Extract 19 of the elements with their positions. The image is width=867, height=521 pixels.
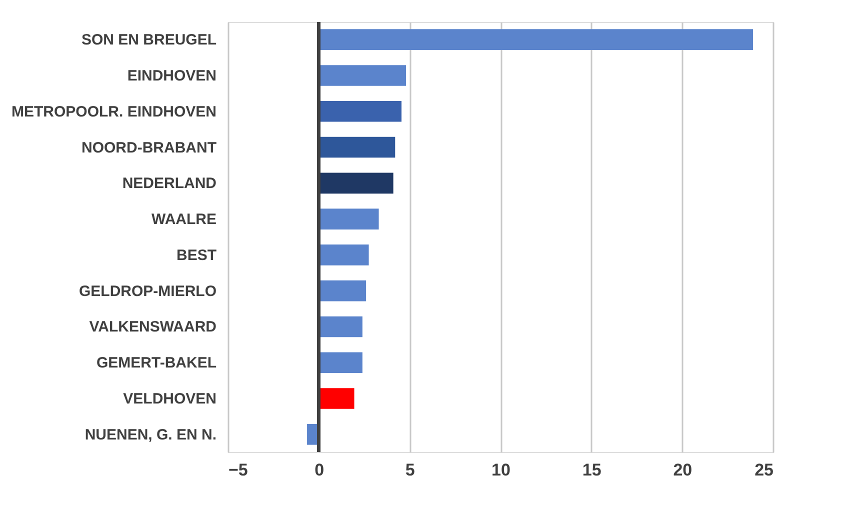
x-tick-label: 0: [314, 460, 324, 480]
x-tick-label: 5: [405, 460, 415, 480]
y-tick-label: NOORD-BRABANT: [82, 139, 216, 156]
y-tick-label: GEMERT-BAKEL: [96, 354, 216, 372]
y-tick-label: EINDHOVEN: [127, 67, 216, 84]
x-tick-label: −5: [228, 460, 248, 480]
x-tick-label: 25: [754, 460, 774, 480]
y-tick-label: BEST: [176, 246, 216, 264]
y-tick-label: GELDROP-MIERLO: [79, 282, 217, 300]
x-tick-label: 10: [492, 460, 510, 480]
y-tick-label: NEDERLAND: [122, 175, 217, 192]
y-tick-label: SON EN BREUGEL: [81, 32, 216, 49]
y-tick-label: VALKENSWAARD: [89, 318, 217, 336]
x-tick-label: 20: [673, 460, 692, 480]
y-tick-label: METROPOOLR. EINDHOVEN: [11, 103, 216, 120]
y-tick-label: NUENEN, G. EN N.: [84, 426, 216, 444]
y-tick-label: VELDHOVEN: [123, 390, 216, 408]
y-tick-label: WAALRE: [152, 211, 216, 228]
x-tick-label: 15: [582, 460, 602, 480]
